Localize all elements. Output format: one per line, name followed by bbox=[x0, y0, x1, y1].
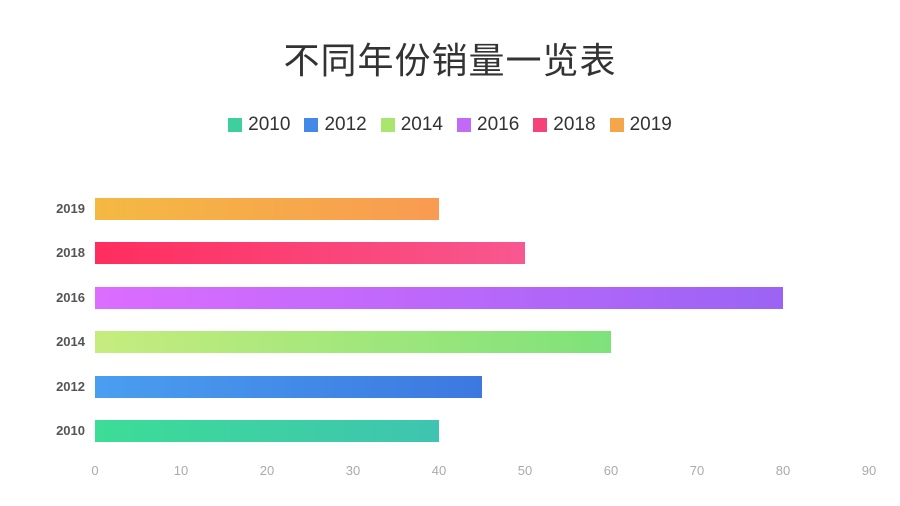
legend-item-2019[interactable]: 2019 bbox=[609, 114, 672, 136]
legend-label: 2018 bbox=[553, 114, 596, 135]
y-axis-label: 2010 bbox=[56, 423, 85, 438]
x-tick: 70 bbox=[689, 463, 705, 478]
x-tick: 90 bbox=[861, 463, 877, 478]
bar-2018[interactable] bbox=[95, 242, 525, 264]
legend-label: 2012 bbox=[324, 114, 367, 135]
legend-swatch-icon bbox=[609, 118, 624, 132]
y-axis-label: 2016 bbox=[56, 290, 85, 305]
legend-swatch-icon bbox=[228, 118, 243, 132]
legend-label: 2014 bbox=[400, 114, 443, 135]
x-tick: 80 bbox=[775, 463, 791, 478]
bar-2010[interactable] bbox=[95, 420, 439, 442]
bar-2019[interactable] bbox=[95, 198, 439, 220]
legend-label: 2016 bbox=[477, 114, 520, 135]
x-tick: 60 bbox=[603, 463, 619, 478]
bar-2012[interactable] bbox=[95, 376, 482, 398]
y-axis-label: 2019 bbox=[56, 201, 85, 216]
legend-swatch-icon bbox=[533, 118, 548, 132]
bar-2014[interactable] bbox=[95, 331, 611, 353]
x-tick: 50 bbox=[517, 463, 533, 478]
bar-2016[interactable] bbox=[95, 287, 783, 309]
y-axis-label: 2018 bbox=[56, 245, 85, 260]
x-tick: 0 bbox=[91, 463, 99, 478]
plot-area: 2019 2018 2016 2014 2012 2010 0 10 20 30… bbox=[56, 185, 876, 478]
x-tick: 30 bbox=[345, 463, 361, 478]
y-axis-label: 2014 bbox=[56, 334, 85, 349]
legend-item-2014[interactable]: 2014 bbox=[380, 114, 443, 136]
x-tick: 40 bbox=[431, 463, 447, 478]
chart-title: 不同年份销量一览表 bbox=[283, 41, 617, 82]
legend-swatch-icon bbox=[457, 118, 471, 132]
legend-swatch-icon bbox=[380, 118, 395, 132]
legend: 2010 2012 2014 2016 2018 2019 bbox=[0, 114, 900, 136]
legend-label: 2019 bbox=[629, 114, 672, 135]
x-tick: 20 bbox=[259, 463, 275, 478]
legend-item-2012[interactable]: 2012 bbox=[304, 114, 367, 136]
legend-item-2010[interactable]: 2010 bbox=[228, 114, 290, 136]
legend-label: 2010 bbox=[248, 114, 291, 135]
legend-item-2018[interactable]: 2018 bbox=[533, 114, 596, 136]
legend-item-2016[interactable]: 2016 bbox=[457, 114, 519, 136]
legend-swatch-icon bbox=[304, 118, 319, 132]
x-tick: 10 bbox=[173, 463, 189, 478]
y-axis-label: 2012 bbox=[56, 379, 85, 394]
